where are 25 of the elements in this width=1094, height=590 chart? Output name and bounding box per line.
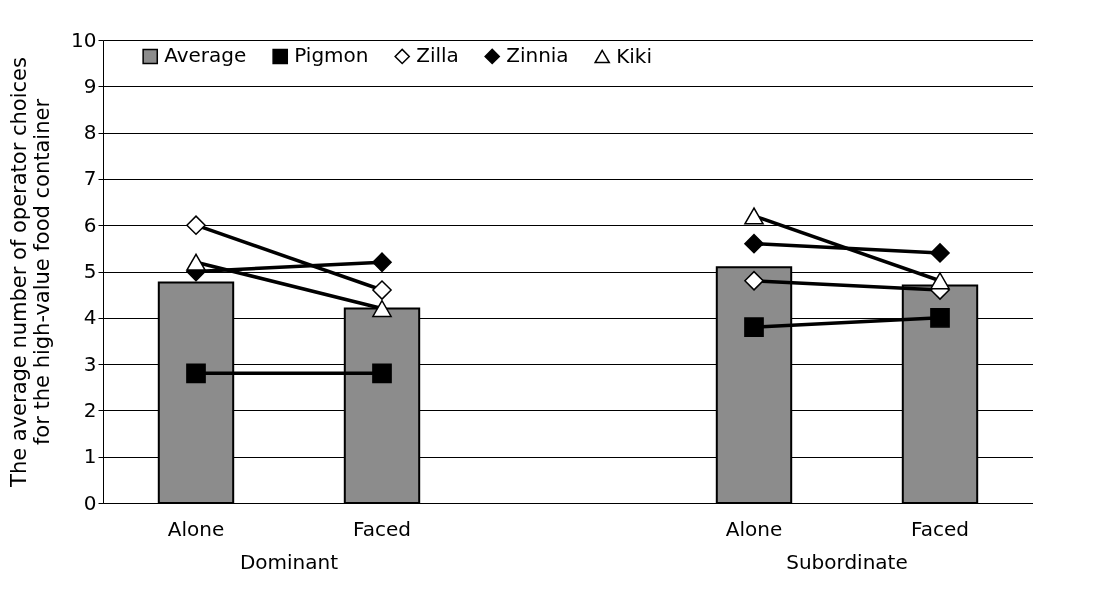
x-tick-label: Alone xyxy=(725,516,783,541)
point xyxy=(372,363,392,384)
x-tick-label: Alone xyxy=(167,516,225,541)
text: Subordinate xyxy=(786,550,908,574)
y-tick-label: 5 xyxy=(83,259,97,283)
y-tick-label: 4 xyxy=(83,305,97,330)
x-tick-label: Faced xyxy=(911,516,969,541)
y-tick-label: 0 xyxy=(83,490,97,515)
y-tick-label: 3 xyxy=(83,351,97,376)
y-tick-label: 10 xyxy=(71,27,97,52)
y-tick-label: 7 xyxy=(83,166,97,191)
y-tick-label: 2 xyxy=(83,397,97,422)
text: Dominant xyxy=(239,550,339,574)
legend-label: Zinnia xyxy=(506,43,569,68)
x-tick-label: Faced xyxy=(353,516,411,541)
y-tick-label: 8 xyxy=(83,120,97,145)
y-tick-label: 6 xyxy=(83,212,97,237)
y-tick-label: 9 xyxy=(83,73,97,98)
y-tick-label: 1 xyxy=(83,444,97,469)
legend-label: Pigmon xyxy=(294,43,369,68)
point xyxy=(186,363,206,384)
legend-label: Zilla xyxy=(416,43,459,68)
y-axis-title: The average number of operator choices for the high-value food container xyxy=(7,57,55,488)
legend-label: Average xyxy=(164,43,247,68)
legend-label: Kiki xyxy=(616,43,653,68)
